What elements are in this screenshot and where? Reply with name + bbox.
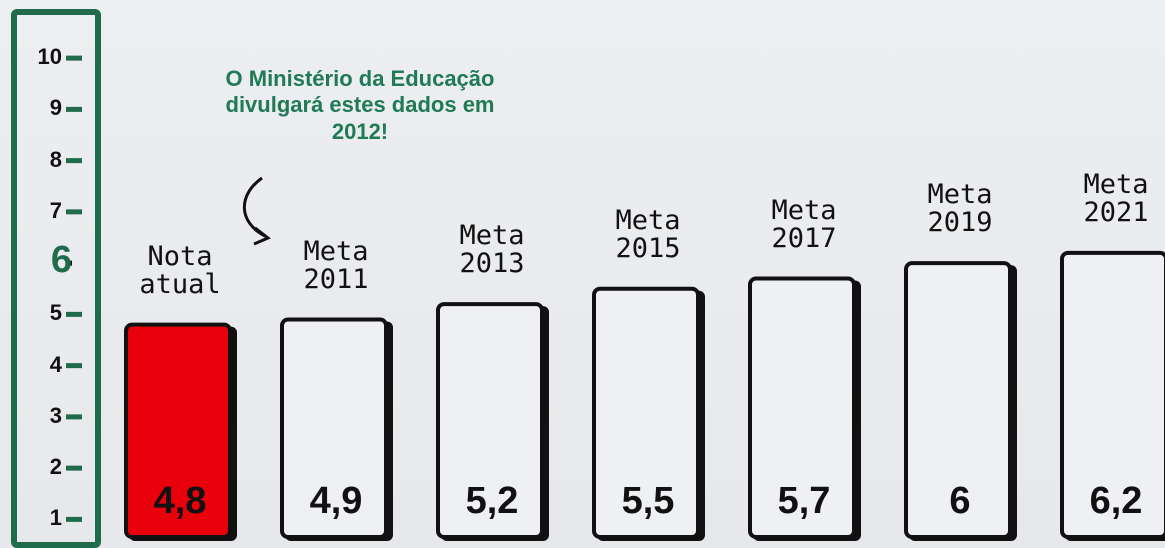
- category-label: Meta 2011: [303, 235, 369, 295]
- value-label: 5,7: [777, 480, 831, 522]
- category-label: Nota atual: [139, 240, 221, 300]
- value-label: 6,2: [1089, 480, 1143, 522]
- bar: [124, 322, 232, 539]
- value-label: 5,2: [465, 480, 519, 522]
- y-tick-label: 6: [50, 239, 72, 282]
- y-tick-label: 1: [49, 505, 62, 531]
- category-label: Meta 2021: [1083, 168, 1149, 229]
- bar: [436, 302, 544, 539]
- y-tick-label: 2: [49, 454, 62, 480]
- value-label: 4,9: [309, 480, 363, 522]
- annotation: O Ministério da Educação divulgará estes…: [225, 66, 495, 144]
- y-tick-label: 8: [49, 146, 62, 172]
- y-tick-label: 3: [49, 402, 62, 428]
- category-label: Meta 2013: [459, 220, 525, 280]
- bar: [748, 276, 856, 539]
- category-label: Meta 2017: [771, 194, 837, 254]
- y-tick-label: 7: [49, 197, 62, 223]
- y-axis-frame: [11, 9, 101, 548]
- value-label: 4,8: [153, 480, 207, 522]
- y-tick-label: 10: [37, 44, 62, 70]
- bar: [1060, 250, 1165, 539]
- category-label: Meta 2015: [615, 204, 681, 265]
- value-label: 5,5: [621, 480, 675, 522]
- value-label: 6: [949, 480, 971, 522]
- bar: [592, 286, 700, 539]
- category-label: Meta 2019: [927, 179, 993, 239]
- y-tick-label: 4: [49, 351, 62, 377]
- y-tick-label: 9: [49, 95, 62, 121]
- annotation-arrow: [242, 176, 271, 246]
- bar: [904, 261, 1012, 539]
- y-tick-label: 5: [49, 300, 62, 326]
- bar: [280, 317, 388, 539]
